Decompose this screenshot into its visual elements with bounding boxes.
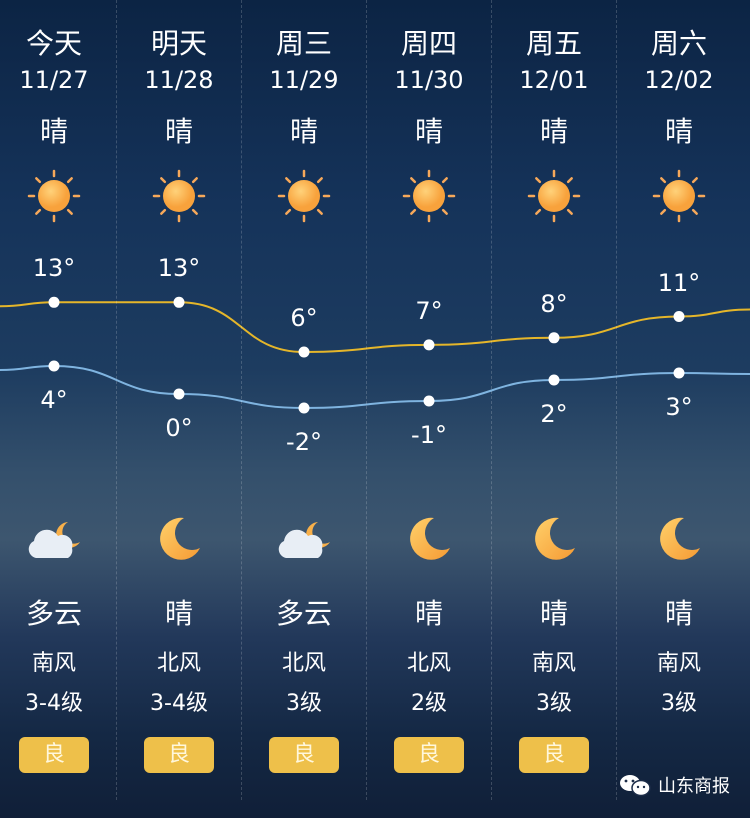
forecast-day-column: 今天 11/27 晴 多云 南风 3-4级 良: [0, 0, 117, 818]
column-divider: [491, 0, 492, 800]
low-temp-label: 4°: [40, 386, 68, 414]
sun-icon: [526, 168, 582, 228]
air-quality-badge[interactable]: 良: [269, 737, 339, 773]
wind-level: 3级: [661, 691, 697, 716]
sun-icon: [151, 168, 207, 228]
air-quality-badge[interactable]: 良: [519, 737, 589, 773]
sun-icon: [651, 168, 707, 228]
column-divider: [116, 0, 117, 800]
forecast-day-column: 周五 12/01 晴 晴 南风 3级 良: [492, 0, 617, 818]
wind-direction: 北风: [281, 651, 326, 676]
low-temp-label: 2°: [540, 400, 568, 428]
wind-direction: 南风: [656, 651, 701, 676]
night-weather: 晴: [414, 597, 443, 630]
day-label: 今天: [25, 27, 82, 60]
moon-icon: [404, 514, 454, 568]
low-temp-point: [548, 374, 560, 386]
day-weather: 晴: [414, 115, 443, 148]
wind-level: 3级: [536, 691, 572, 716]
low-temp-line: [0, 364, 750, 410]
day-weather: 晴: [164, 115, 193, 148]
wind-level: 3-4级: [25, 691, 83, 716]
air-quality-badge[interactable]: 良: [19, 737, 89, 773]
wind-level: 3-4级: [150, 691, 208, 716]
date: 11/27: [19, 66, 89, 94]
high-temp-point: [298, 346, 310, 358]
low-temp-label: -2°: [286, 428, 322, 456]
watermark-text: 山东商报: [658, 776, 730, 797]
high-temp-label: 13°: [32, 254, 76, 283]
high-temp-label: 13°: [157, 254, 201, 283]
wind-direction: 南风: [31, 651, 76, 676]
night-weather: 晴: [164, 597, 193, 630]
wind-direction: 北风: [156, 651, 201, 676]
forecast-day-column: 周三 11/29 晴 多云 北风 3级 良: [242, 0, 367, 818]
column-divider: [366, 0, 367, 800]
cloud-moon-icon: [22, 514, 86, 568]
column-divider: [616, 0, 617, 800]
day-weather: 晴: [664, 115, 693, 148]
moon-icon: [654, 514, 704, 568]
day-weather: 晴: [39, 115, 68, 148]
sun-icon: [26, 168, 82, 228]
date: 11/30: [394, 66, 464, 94]
night-weather: 晴: [539, 597, 568, 630]
day-label: 周六: [650, 27, 707, 60]
high-temp-point: [673, 311, 685, 322]
high-temp-label: 11°: [657, 268, 701, 297]
high-temp-label: 7°: [415, 296, 443, 325]
air-quality-badge[interactable]: 良: [144, 737, 214, 773]
high-temp-label: 8°: [540, 289, 568, 318]
moon-icon: [154, 514, 204, 568]
date: 12/02: [644, 66, 714, 94]
forecast-day-column: 周六 12/02 晴 晴 南风 3级: [617, 0, 742, 818]
low-temp-label: 0°: [165, 414, 193, 442]
day-label: 周三: [275, 27, 332, 60]
low-temp-point: [423, 395, 435, 407]
night-weather: 多云: [275, 597, 332, 630]
forecast-day-column: 周四 11/30 晴 晴 北风 2级 良: [367, 0, 492, 818]
high-temp-point: [48, 296, 60, 308]
forecast-day-column: 明天 11/28 晴 晴 北风 3-4级 良: [117, 0, 242, 818]
day-label: 周五: [525, 27, 582, 60]
day-weather: 晴: [539, 115, 568, 148]
high-temp-label: 6°: [290, 304, 318, 332]
cloud-moon-icon: [272, 514, 336, 568]
wechat-icon: [620, 775, 651, 797]
wind-level: 2级: [411, 691, 447, 716]
sun-icon: [401, 168, 457, 228]
air-quality-badge[interactable]: 良: [394, 737, 464, 773]
high-temp-point: [548, 332, 560, 344]
high-temp-line: [0, 301, 750, 354]
date: 11/28: [144, 66, 214, 94]
sun-icon: [276, 168, 332, 228]
day-label: 明天: [150, 27, 207, 60]
low-temp-point: [173, 388, 185, 400]
wind-direction: 北风: [406, 651, 451, 676]
date: 11/29: [269, 66, 339, 94]
column-divider: [241, 0, 242, 800]
moon-icon: [529, 514, 579, 568]
low-temp-point: [673, 367, 685, 379]
night-weather: 多云: [25, 597, 82, 630]
day-weather: 晴: [289, 115, 318, 148]
low-temp-point: [298, 402, 310, 414]
date: 12/01: [519, 66, 589, 94]
high-temp-point: [423, 339, 435, 351]
night-weather: 晴: [664, 597, 693, 630]
wind-direction: 南风: [531, 651, 576, 676]
high-temp-point: [173, 296, 185, 308]
wind-level: 3级: [286, 691, 322, 716]
low-temp-label: -1°: [411, 421, 447, 449]
low-temp-point: [48, 360, 60, 372]
watermark: 山东商报: [618, 772, 730, 798]
low-temp-label: 3°: [665, 393, 693, 421]
day-label: 周四: [400, 27, 457, 60]
